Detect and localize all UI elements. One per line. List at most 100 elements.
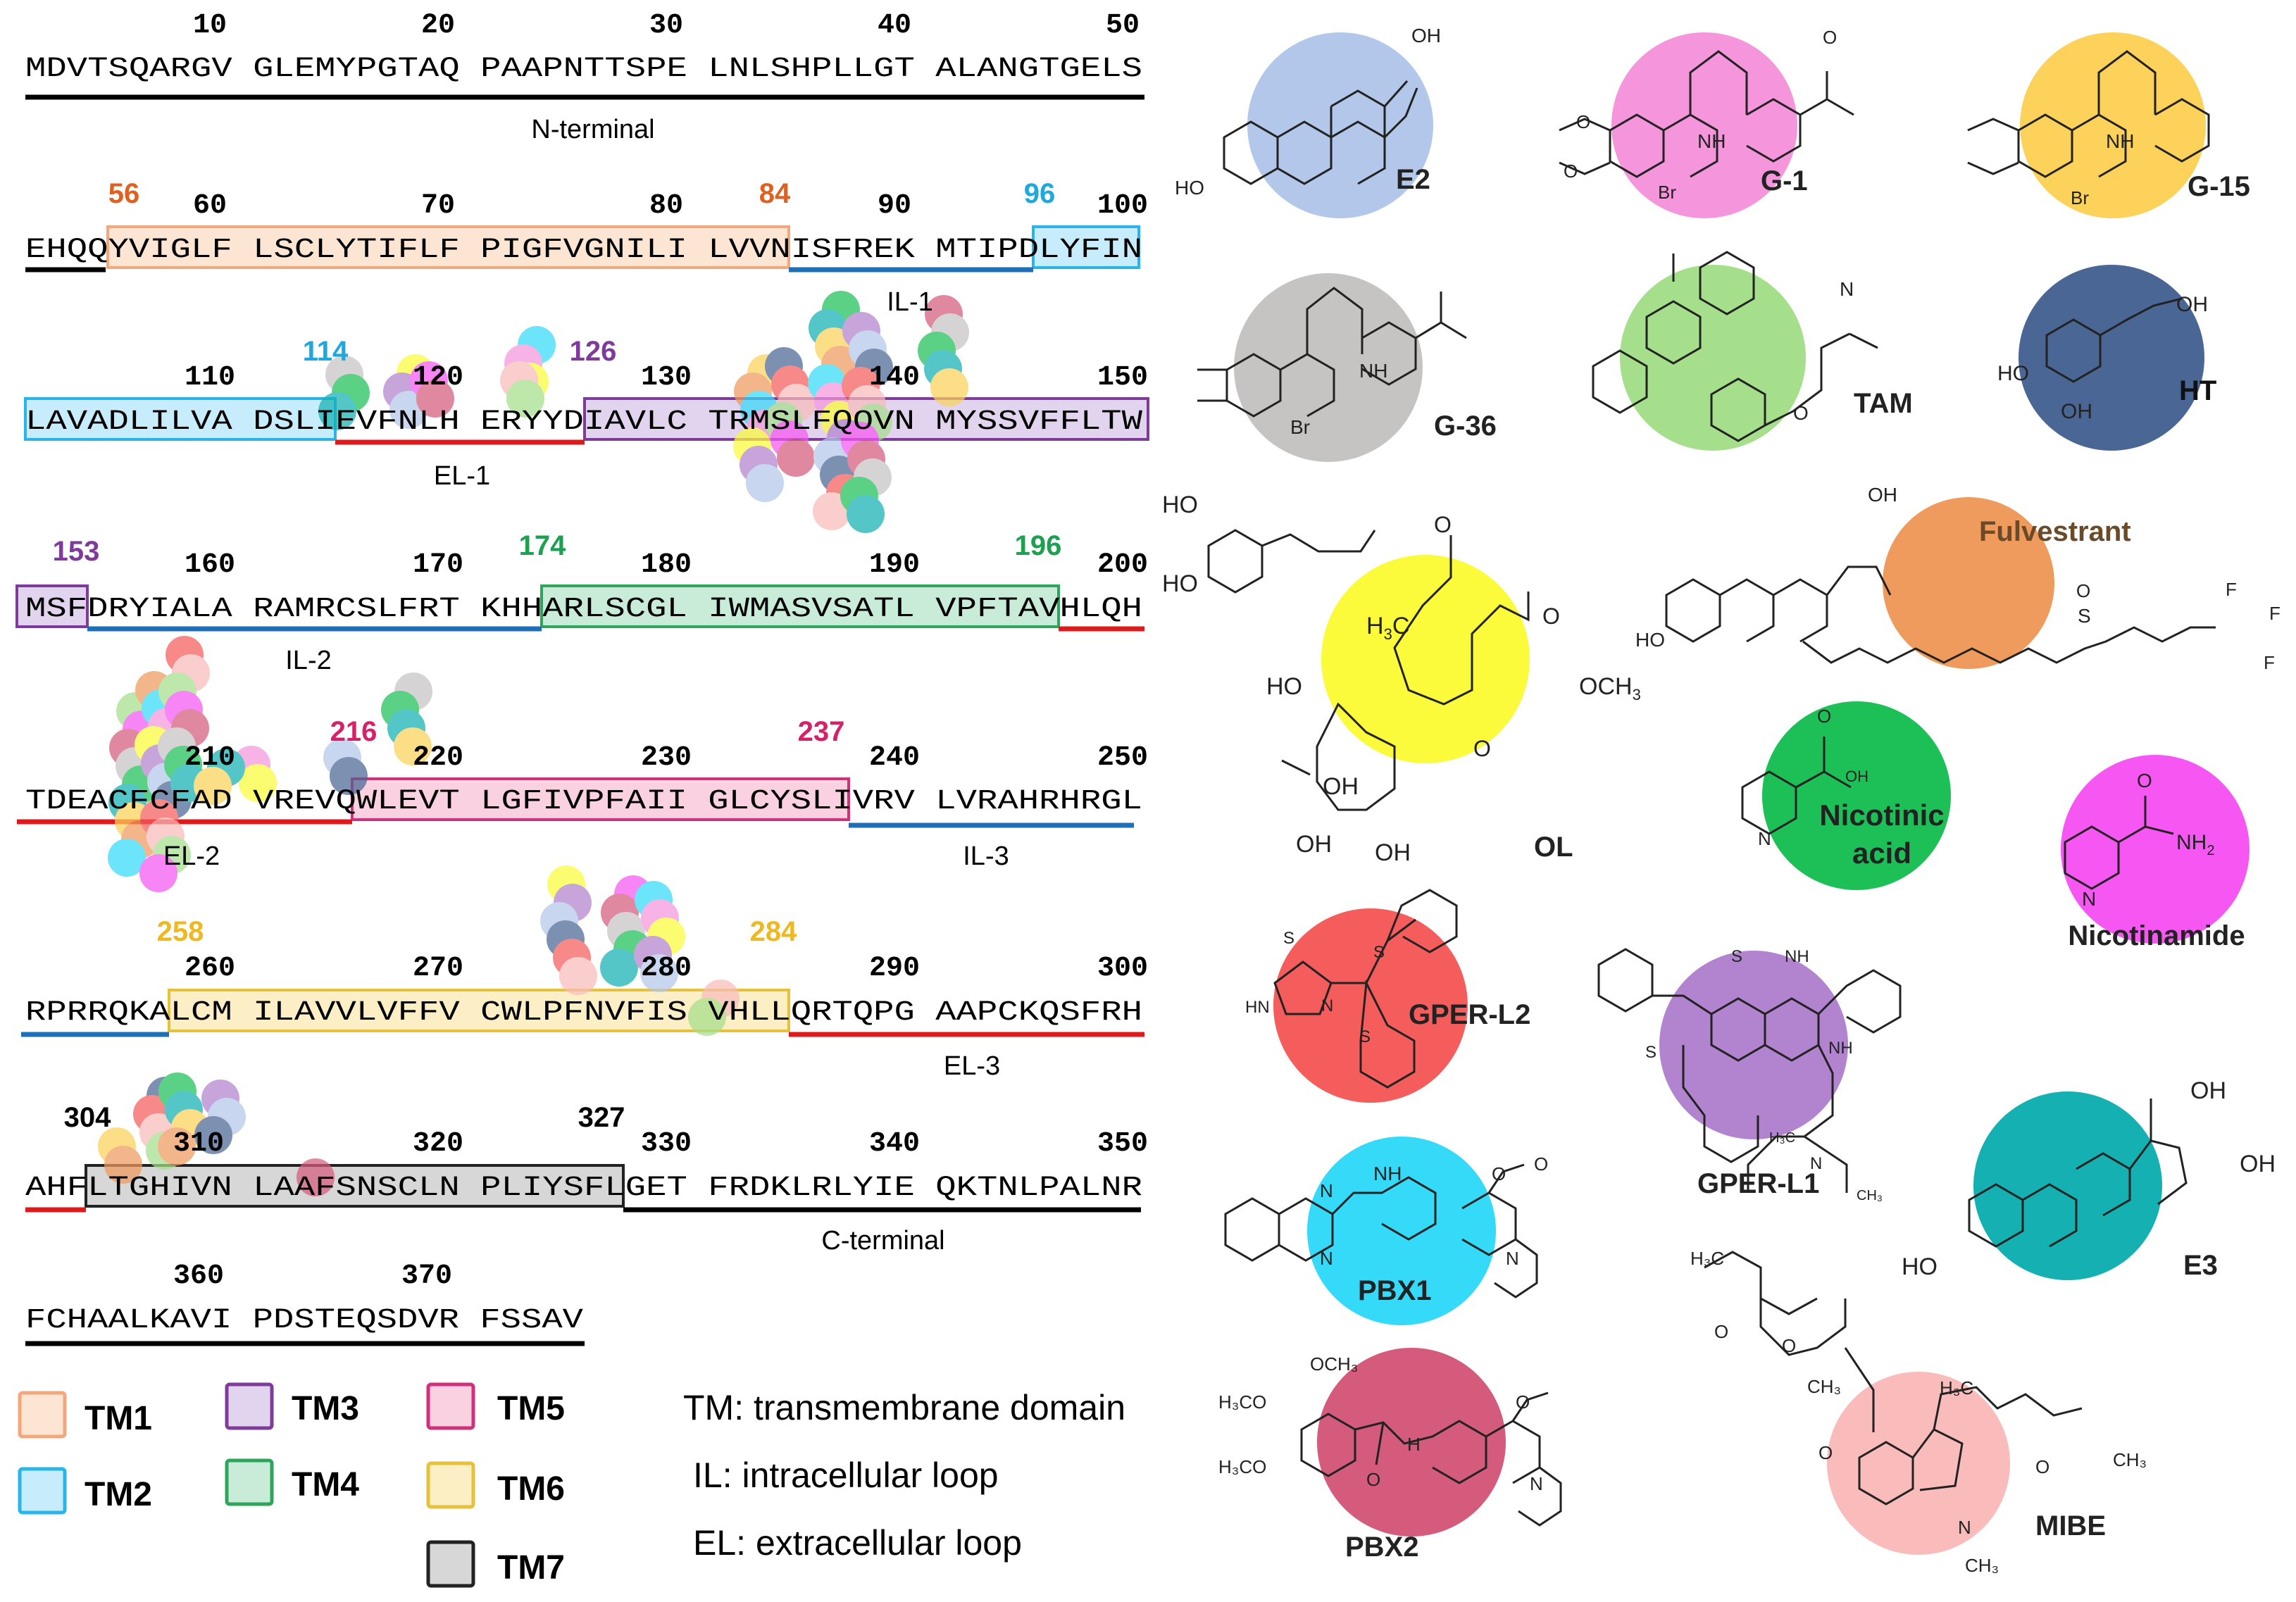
num: 210 — [185, 742, 235, 774]
row-1-sequence: MDVTSQARGV GLEMYPGTAQ PAAPNTTSPE LNLSHPL… — [25, 54, 1142, 85]
mibe-h3c1: H₃C — [1690, 1248, 1724, 1269]
ligand-label-nicotinic-acid: Nicotinic acid — [1819, 799, 1944, 870]
pbx2-o1: O — [1366, 1469, 1380, 1490]
legend-def-tm: TM: transmembrane domain — [683, 1388, 1125, 1427]
num: 180 — [641, 549, 692, 581]
mibe-h3c2: H₃C — [1940, 1377, 1973, 1398]
gper-l1-ch3: CH₃ — [1857, 1188, 1883, 1203]
num: 100 — [1097, 190, 1148, 222]
num: 10 — [193, 10, 227, 42]
boundary-304: 304 — [64, 1102, 111, 1133]
tam-n: N — [1840, 278, 1854, 300]
num: 20 — [421, 10, 455, 42]
tm-boxes — [15, 225, 1149, 1208]
interaction-dot — [688, 998, 726, 1036]
legend-tm2: TM2 — [85, 1476, 152, 1513]
legend-tm1: TM1 — [85, 1400, 152, 1437]
legend-tm5-swatch — [426, 1382, 475, 1430]
nicotinic-acid-o: O — [1817, 706, 1831, 727]
ol-o1: O — [1434, 512, 1452, 537]
ligand-circle-e2 — [1247, 32, 1433, 218]
fulvestrant-oh: OH — [1868, 484, 1897, 506]
ligand-circle-g1 — [1611, 32, 1797, 218]
ligand-label-g15: G-15 — [2188, 171, 2250, 202]
interaction-dot — [847, 495, 885, 533]
ht-ho: HO — [1997, 362, 2029, 385]
mibe-o3: O — [1818, 1442, 1833, 1463]
pbx2-h3co2: H₃CO — [1218, 1456, 1266, 1477]
g36-nh: NH — [1359, 360, 1387, 382]
el2-label: EL-2 — [163, 841, 220, 871]
row-8-sequence: FCHAALKAVI PDSTEQSDVR FSSAV — [25, 1305, 583, 1337]
g15-br: Br — [2071, 187, 2089, 208]
row-4-numbers: 160 170 180 190 200 — [185, 549, 1148, 581]
ligand-circle-nicotinamide — [2061, 755, 2250, 944]
gper-l1-s2: S — [1645, 1043, 1657, 1062]
ol-structure — [1207, 529, 1530, 811]
row-6-numbers: 260 270 280 290 300 — [185, 953, 1148, 984]
ligand-circle-mibe — [1827, 1372, 2010, 1555]
interaction-dot — [559, 957, 597, 995]
g36-structure — [1197, 287, 1467, 418]
row-8-numbers: 360 370 — [173, 1260, 452, 1292]
tm7-box — [85, 1164, 625, 1208]
row-2-numbers: 60 70 80 90 100 — [193, 190, 1148, 222]
fulvestrant-structure — [1665, 565, 2216, 664]
ligand-label-g1: G-1 — [1761, 165, 1808, 196]
g1-o3: O — [1823, 27, 1837, 48]
legend-tm4-swatch — [225, 1458, 274, 1506]
g1-o2: O — [1564, 161, 1578, 182]
tam-o: O — [1793, 402, 1809, 424]
pbx1-o1: O — [1492, 1163, 1506, 1184]
legend-def-il: IL: intracellular loop — [693, 1456, 999, 1495]
interaction-dot — [394, 727, 432, 765]
interaction-dot — [158, 1127, 196, 1165]
gper-l1-nh1: NH — [1785, 947, 1809, 966]
num: 260 — [185, 953, 235, 984]
g1-nh: NH — [1697, 130, 1726, 152]
tam-structure — [1592, 251, 1878, 442]
pbx1-n1: N — [1320, 1180, 1333, 1201]
mibe-o2: O — [1782, 1335, 1796, 1356]
pbx1-n2: N — [1320, 1248, 1333, 1269]
interaction-dot — [506, 380, 544, 418]
gper-l2-s3: S — [1359, 1027, 1371, 1046]
interaction-dot — [640, 954, 678, 992]
ligand-circle-ht — [2019, 265, 2204, 451]
num: 50 — [1106, 10, 1140, 42]
pbx1-o2: O — [1534, 1153, 1548, 1175]
legend-tm3-swatch — [225, 1382, 274, 1430]
e3-oh1: OH — [2190, 1077, 2226, 1104]
ligand-label-nicotinamide: Nicotinamide — [2068, 920, 2245, 951]
nicotinamide-n: N — [2082, 888, 2096, 910]
tm2-box-b — [24, 397, 337, 441]
boundary-174: 174 — [519, 530, 566, 561]
ol-ho1: HO — [1162, 492, 1198, 518]
g1-structure — [1559, 50, 1854, 178]
il2-label: IL-2 — [285, 646, 331, 675]
ligand-label-g36: G-36 — [1434, 411, 1497, 442]
legend-tm7-swatch — [426, 1540, 475, 1588]
row-3-sequence: LAVADLILVA DSLIEVFNLH ERYYDIAVLC TRMSLFQ… — [25, 406, 1142, 438]
interaction-dot — [194, 1116, 232, 1154]
boundary-56: 56 — [108, 178, 140, 209]
interaction-dot — [297, 1158, 335, 1196]
fulvestrant-ho: HO — [1635, 629, 1665, 651]
boundary-237: 237 — [798, 716, 845, 747]
boundary-196: 196 — [1015, 530, 1062, 561]
e2-oh: OH — [1411, 25, 1441, 46]
pbx1-structure — [1224, 1163, 1538, 1299]
num: 60 — [193, 190, 227, 222]
ligand-label-ol: OL — [1534, 832, 1573, 863]
ol-ho3: HO — [1266, 673, 1302, 700]
el3-label: EL-3 — [944, 1051, 1000, 1081]
legend-tm6-swatch — [426, 1461, 475, 1509]
ligand-circle-fulvestrant — [1883, 497, 2054, 669]
num: 170 — [413, 549, 463, 581]
e2-ring-c — [1330, 89, 1386, 137]
num: 320 — [413, 1128, 463, 1160]
gper-l1-h3c: H₃C — [1769, 1130, 1795, 1146]
e3-ho: HO — [1902, 1253, 1938, 1280]
mibe-structure — [1704, 1251, 2083, 1506]
ht-structure — [2045, 297, 2183, 383]
